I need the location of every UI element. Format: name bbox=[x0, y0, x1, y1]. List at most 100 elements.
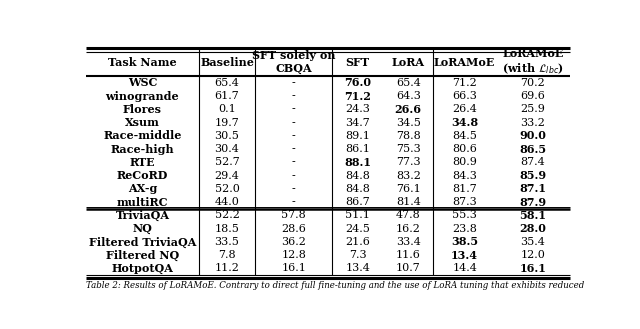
Text: 69.6: 69.6 bbox=[520, 91, 545, 101]
Text: 7.8: 7.8 bbox=[218, 250, 236, 260]
Text: Flores: Flores bbox=[123, 104, 162, 115]
Text: AX-g: AX-g bbox=[128, 183, 157, 194]
Text: 55.3: 55.3 bbox=[452, 211, 477, 220]
Text: 24.3: 24.3 bbox=[345, 104, 370, 114]
Text: 16.1: 16.1 bbox=[282, 264, 307, 273]
Text: Race-middle: Race-middle bbox=[103, 130, 182, 141]
Text: 65.4: 65.4 bbox=[396, 78, 420, 88]
Text: LoRAMoE: LoRAMoE bbox=[434, 57, 495, 68]
Text: 65.4: 65.4 bbox=[214, 78, 239, 88]
Text: 52.0: 52.0 bbox=[214, 184, 239, 194]
Text: 71.2: 71.2 bbox=[452, 78, 477, 88]
Text: 80.9: 80.9 bbox=[452, 157, 477, 167]
Text: 16.2: 16.2 bbox=[396, 224, 420, 234]
Text: 80.6: 80.6 bbox=[452, 144, 477, 154]
Text: 84.3: 84.3 bbox=[452, 171, 477, 181]
Text: 83.2: 83.2 bbox=[396, 171, 420, 181]
Text: 13.4: 13.4 bbox=[451, 250, 478, 261]
Text: SFT: SFT bbox=[346, 57, 370, 68]
Text: 34.8: 34.8 bbox=[451, 117, 478, 128]
Text: 87.4: 87.4 bbox=[520, 157, 545, 167]
Text: 28.6: 28.6 bbox=[282, 224, 307, 234]
Text: 52.7: 52.7 bbox=[214, 157, 239, 167]
Text: LoRAMoE
(with $\mathcal{L}_{lbc}$): LoRAMoE (with $\mathcal{L}_{lbc}$) bbox=[502, 48, 564, 76]
Text: -: - bbox=[292, 197, 296, 207]
Text: 87.9: 87.9 bbox=[520, 197, 547, 208]
Text: 64.3: 64.3 bbox=[396, 91, 420, 101]
Text: HotpotQA: HotpotQA bbox=[111, 263, 173, 274]
Text: -: - bbox=[292, 104, 296, 114]
Text: 81.7: 81.7 bbox=[452, 184, 477, 194]
Text: 23.8: 23.8 bbox=[452, 224, 477, 234]
Text: 76.0: 76.0 bbox=[344, 77, 371, 88]
Text: Filtered TriviaQA: Filtered TriviaQA bbox=[89, 236, 196, 247]
Text: SFT solely on
CBQA: SFT solely on CBQA bbox=[252, 50, 335, 74]
Text: ReCoRD: ReCoRD bbox=[116, 170, 168, 181]
Text: 75.3: 75.3 bbox=[396, 144, 420, 154]
Text: 14.4: 14.4 bbox=[452, 264, 477, 273]
Text: 87.3: 87.3 bbox=[452, 197, 477, 207]
Text: 57.8: 57.8 bbox=[282, 211, 306, 220]
Text: 89.1: 89.1 bbox=[345, 131, 370, 141]
Text: 34.5: 34.5 bbox=[396, 117, 420, 128]
Text: 71.2: 71.2 bbox=[344, 90, 371, 102]
Text: 29.4: 29.4 bbox=[214, 171, 239, 181]
Text: 52.2: 52.2 bbox=[214, 211, 239, 220]
Text: 35.4: 35.4 bbox=[520, 237, 545, 247]
Text: 12.8: 12.8 bbox=[282, 250, 307, 260]
Text: winogrande: winogrande bbox=[106, 90, 179, 102]
Text: 85.9: 85.9 bbox=[520, 170, 547, 181]
Text: 21.6: 21.6 bbox=[345, 237, 370, 247]
Text: 12.0: 12.0 bbox=[520, 250, 545, 260]
Text: 30.5: 30.5 bbox=[214, 131, 239, 141]
Text: 70.2: 70.2 bbox=[520, 78, 545, 88]
Text: 86.7: 86.7 bbox=[346, 197, 370, 207]
Text: 76.1: 76.1 bbox=[396, 184, 420, 194]
Text: WSC: WSC bbox=[128, 77, 157, 88]
Text: 11.6: 11.6 bbox=[396, 250, 420, 260]
Text: Task Name: Task Name bbox=[108, 57, 177, 68]
Text: 33.4: 33.4 bbox=[396, 237, 420, 247]
Text: -: - bbox=[292, 117, 296, 128]
Text: 11.2: 11.2 bbox=[214, 264, 239, 273]
Text: 90.0: 90.0 bbox=[520, 130, 547, 141]
Text: -: - bbox=[292, 184, 296, 194]
Text: 86.5: 86.5 bbox=[520, 144, 547, 155]
Text: 86.1: 86.1 bbox=[345, 144, 370, 154]
Text: multiRC: multiRC bbox=[116, 197, 168, 208]
Text: 33.5: 33.5 bbox=[214, 237, 239, 247]
Text: 26.6: 26.6 bbox=[395, 104, 422, 115]
Text: Table 2: Results of LoRAMoE. Contrary to direct full fine-tuning and the use of : Table 2: Results of LoRAMoE. Contrary to… bbox=[86, 281, 584, 291]
Text: 7.3: 7.3 bbox=[349, 250, 367, 260]
Text: 87.1: 87.1 bbox=[520, 183, 547, 194]
Text: 0.1: 0.1 bbox=[218, 104, 236, 114]
Text: 16.1: 16.1 bbox=[520, 263, 547, 274]
Text: -: - bbox=[292, 171, 296, 181]
Text: 19.7: 19.7 bbox=[214, 117, 239, 128]
Text: TriviaQA: TriviaQA bbox=[115, 210, 170, 221]
Text: -: - bbox=[292, 144, 296, 154]
Text: 24.5: 24.5 bbox=[345, 224, 370, 234]
Text: -: - bbox=[292, 78, 296, 88]
Text: 36.2: 36.2 bbox=[282, 237, 307, 247]
Text: 61.7: 61.7 bbox=[214, 91, 239, 101]
Text: NQ: NQ bbox=[132, 223, 152, 234]
Text: 13.4: 13.4 bbox=[345, 264, 370, 273]
Text: 30.4: 30.4 bbox=[214, 144, 239, 154]
Text: RTE: RTE bbox=[129, 157, 155, 168]
Text: Filtered NQ: Filtered NQ bbox=[106, 250, 179, 261]
Text: -: - bbox=[292, 91, 296, 101]
Text: 44.0: 44.0 bbox=[214, 197, 239, 207]
Text: 58.1: 58.1 bbox=[520, 210, 547, 221]
Text: 28.0: 28.0 bbox=[520, 223, 547, 234]
Text: -: - bbox=[292, 131, 296, 141]
Text: 25.9: 25.9 bbox=[520, 104, 545, 114]
Text: 18.5: 18.5 bbox=[214, 224, 239, 234]
Text: 38.5: 38.5 bbox=[451, 237, 478, 247]
Text: 78.8: 78.8 bbox=[396, 131, 420, 141]
Text: Race-high: Race-high bbox=[111, 144, 174, 155]
Text: 66.3: 66.3 bbox=[452, 91, 477, 101]
Text: 84.8: 84.8 bbox=[345, 171, 370, 181]
Text: 26.4: 26.4 bbox=[452, 104, 477, 114]
Text: 81.4: 81.4 bbox=[396, 197, 420, 207]
